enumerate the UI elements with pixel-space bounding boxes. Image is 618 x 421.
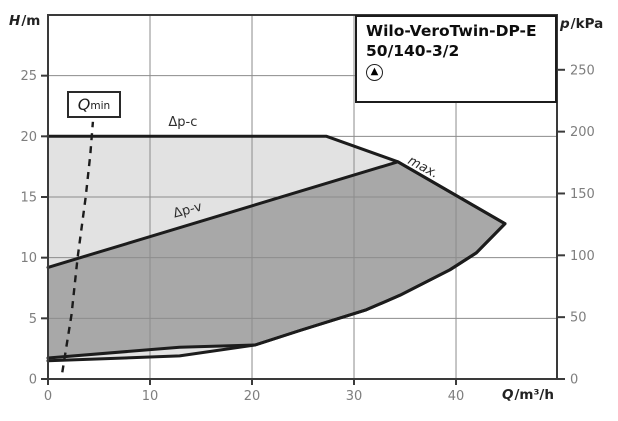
dp-c-label: Δp-c <box>168 115 197 130</box>
pump-model-box: Wilo-VeroTwin-DP-E 50/140-3/2 ▲ <box>355 15 557 103</box>
left-tick-label-15: 15 <box>20 191 37 206</box>
left-axis-title: H/m <box>9 13 40 29</box>
qmin-symbol: Q <box>77 95 91 114</box>
left-tick-label-25: 25 <box>20 69 37 84</box>
bottom-tick-label-20: 20 <box>244 389 261 404</box>
bottom-tick-label-40: 40 <box>448 389 465 404</box>
right-tick-label-0: 0 <box>570 373 578 388</box>
dp-v-region-fill <box>48 161 505 358</box>
pump-model-line1: Wilo-VeroTwin-DP-E <box>366 22 537 40</box>
pump-triangle-glyph: ▲ <box>370 66 379 77</box>
right-tick-label-150: 150 <box>570 187 595 202</box>
bottom-tick-label-0: 0 <box>44 389 52 404</box>
left-tick-label-20: 20 <box>20 130 37 145</box>
bottom-axis-unit: /m³/h <box>514 387 554 403</box>
left-axis-unit: /m <box>21 13 41 29</box>
bottom-tick-label-30: 30 <box>346 389 363 404</box>
pump-model-line2: 50/140-3/2 <box>366 42 460 60</box>
right-tick-label-50: 50 <box>570 311 587 326</box>
bottom-axis-title: Q/m³/h <box>502 387 554 403</box>
left-axis-symbol: H <box>9 13 21 29</box>
left-tick-label-0: 0 <box>29 373 37 388</box>
bottom-tick-label-10: 10 <box>142 389 159 404</box>
right-axis-symbol: p <box>560 16 570 32</box>
right-axis-unit: /kPa <box>570 16 604 32</box>
right-axis-title: p/kPa <box>560 16 603 32</box>
dp-v-label: Δp-v <box>172 199 204 221</box>
bottom-axis-symbol: Q <box>502 387 514 403</box>
qmin-subscript: min <box>90 100 111 113</box>
dp-v-region-outline <box>46 160 507 360</box>
pump-icon: ▲ <box>366 64 383 81</box>
qmin-line <box>61 121 95 373</box>
right-tick-label-100: 100 <box>570 249 595 264</box>
left-tick-label-10: 10 <box>20 251 37 266</box>
left-tick-label-5: 5 <box>29 312 37 327</box>
right-tick-label-250: 250 <box>570 63 595 78</box>
right-tick-label-200: 200 <box>570 125 595 140</box>
